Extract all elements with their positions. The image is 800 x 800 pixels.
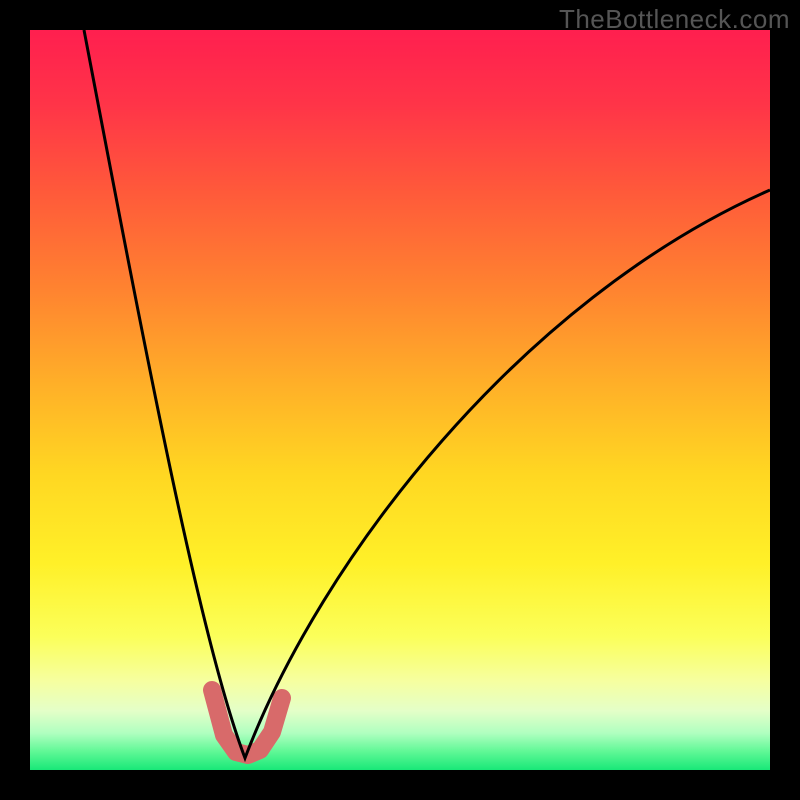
chart-frame: TheBottleneck.com <box>0 0 800 800</box>
watermark-text: TheBottleneck.com <box>559 4 790 35</box>
bottleneck-chart <box>0 0 800 800</box>
plot-area <box>30 30 770 770</box>
